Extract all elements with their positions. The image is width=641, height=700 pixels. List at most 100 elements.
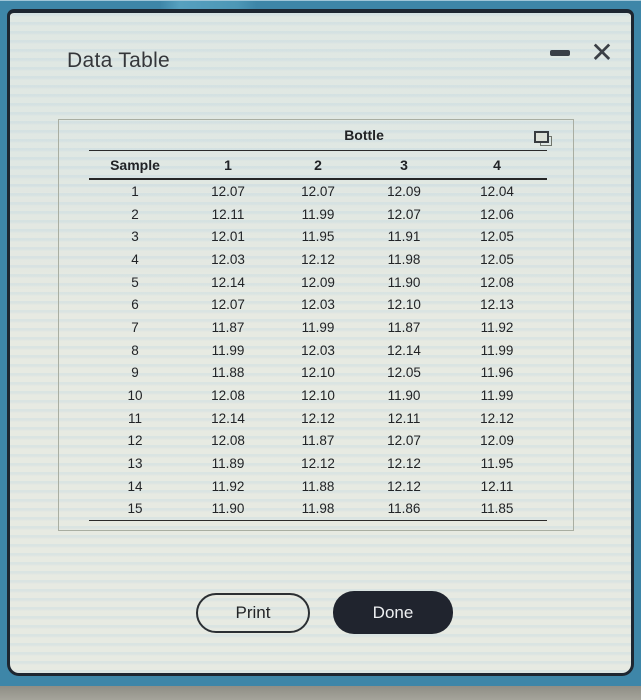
table-cell: 12.07 (387, 206, 421, 222)
table-cell: 11.99 (301, 319, 335, 335)
table-cell: 12.07 (211, 183, 245, 199)
table-cell: 12.07 (387, 433, 421, 449)
table-cell: 12.11 (387, 410, 421, 426)
table-row: 12 12.08 11.87 12.07 12.09 (89, 430, 547, 453)
page-title: Data Table (67, 49, 171, 72)
column-header: 4 (493, 156, 501, 173)
popout-window-icon[interactable] (534, 131, 552, 146)
group-header-row: Bottle (89, 120, 548, 151)
table-cell: 14 (127, 478, 143, 494)
table-cell: 11 (127, 410, 142, 426)
table-cell: 12.05 (480, 251, 514, 267)
minimize-button[interactable] (549, 37, 571, 69)
column-header: 3 (400, 156, 408, 173)
table-cell: 12.08 (211, 433, 245, 449)
table-cell: 2 (131, 206, 139, 222)
table-cell: 11.87 (387, 319, 421, 335)
data-table-dialog: Data Table ✕ B (7, 9, 634, 676)
window-controls: ✕ (549, 37, 617, 69)
table-cell: 11.98 (387, 251, 421, 267)
table-row: 3 12.01 11.95 11.91 12.05 (89, 225, 547, 248)
group-header-label: Bottle (344, 127, 384, 143)
table-row: 13 11.89 12.12 12.12 11.95 (89, 452, 547, 475)
table-cell: 12.01 (211, 229, 245, 245)
table-cell: 4 (131, 251, 139, 267)
table-cell: 12.10 (387, 297, 421, 313)
table-cell: 11.90 (387, 388, 421, 404)
table-cell: 5 (131, 274, 139, 290)
table-cell: 12.03 (211, 251, 245, 267)
table-cell: 8 (131, 342, 139, 358)
column-header: 2 (314, 156, 322, 173)
data-table: Bottle Sample 1 2 3 4 1 12.07 12.07 12.09 12.04 2… (89, 120, 548, 521)
table-cell: 12.07 (211, 297, 245, 313)
table-cell: 12.05 (387, 365, 421, 381)
table-cell: 11.87 (211, 319, 245, 335)
table-cell: 9 (131, 365, 139, 381)
table-cell: 12.10 (301, 388, 335, 404)
table-cell: 12.09 (387, 183, 421, 199)
table-row: 15 11.90 11.98 11.86 11.85 (89, 498, 548, 521)
table-cell: 12.12 (301, 456, 335, 472)
bottom-gray-band (0, 686, 641, 700)
column-header: Sample (110, 156, 160, 173)
table-cell: 12.03 (301, 297, 335, 313)
table-cell: 12.06 (480, 206, 514, 222)
group-header-spacer (89, 120, 181, 151)
table-cell: 12 (127, 433, 143, 449)
table-row: 7 11.87 11.99 11.87 11.92 (89, 316, 547, 339)
table-cell: 12.12 (301, 251, 335, 267)
done-button[interactable]: Done (333, 591, 453, 634)
table-cell: 12.03 (301, 342, 335, 358)
table-cell: 12.09 (480, 433, 514, 449)
table-cell: 6 (131, 297, 139, 313)
table-cell: 11.98 (301, 501, 335, 517)
table-cell: 11.90 (211, 501, 245, 517)
table-cell: 11.92 (211, 478, 245, 494)
close-icon: ✕ (590, 37, 614, 68)
table-cell: 11.89 (211, 456, 245, 472)
column-header: 1 (224, 156, 232, 173)
print-button[interactable]: Print (196, 593, 310, 633)
table-cell: 12.12 (387, 456, 421, 472)
table-row: 9 11.88 12.10 12.05 11.96 (89, 362, 547, 385)
table-cell: 12.14 (387, 342, 421, 358)
table-row: 1 12.07 12.07 12.09 12.04 (89, 179, 547, 203)
table-row: 11 12.14 12.12 12.11 12.12 (89, 407, 547, 430)
table-cell: 3 (131, 229, 139, 245)
table-cell: 7 (131, 319, 139, 335)
minimize-icon (550, 50, 570, 56)
table-cell: 12.11 (480, 478, 514, 494)
table-cell: 11.96 (480, 365, 514, 381)
table-cell: 11.92 (480, 319, 514, 335)
table-cell: 12.09 (301, 274, 335, 290)
table-cell: 12.07 (301, 183, 335, 199)
table-cell: 1 (131, 183, 139, 199)
table-cell: 11.87 (301, 433, 335, 449)
table-cell: 12.14 (211, 410, 245, 426)
table-cell: 12.05 (480, 229, 514, 245)
table-cell: 12.12 (301, 410, 335, 426)
close-button[interactable]: ✕ (587, 37, 617, 69)
table-cell: 11.86 (387, 501, 421, 517)
table-cell: 13 (127, 456, 143, 472)
button-row: Print Done (10, 591, 637, 637)
table-cell: 11.95 (480, 456, 514, 472)
table-cell: 15 (127, 501, 143, 517)
table-cell: 11.99 (480, 342, 514, 358)
table-cell: 11.99 (211, 342, 245, 358)
table-cell: 12.04 (480, 183, 514, 199)
table-cell: 12.14 (211, 274, 245, 290)
table-row: 8 11.99 12.03 12.14 11.99 (89, 339, 547, 362)
table-row: 4 12.03 12.12 11.98 12.05 (89, 248, 547, 271)
table-cell: 11.88 (301, 478, 335, 494)
table-cell: 11.91 (387, 229, 421, 245)
table-row: 10 12.08 12.10 11.90 11.99 (89, 384, 547, 407)
table-cell: 11.99 (480, 388, 514, 404)
table-panel: Bottle Sample 1 2 3 4 1 12.07 12.07 12.09 12.04 2… (58, 119, 574, 531)
table-cell: 12.08 (211, 388, 245, 404)
column-header-row: Sample 1 2 3 4 (89, 151, 548, 179)
table-cell: 12.12 (387, 478, 421, 494)
table-cell: 11.85 (480, 501, 514, 517)
